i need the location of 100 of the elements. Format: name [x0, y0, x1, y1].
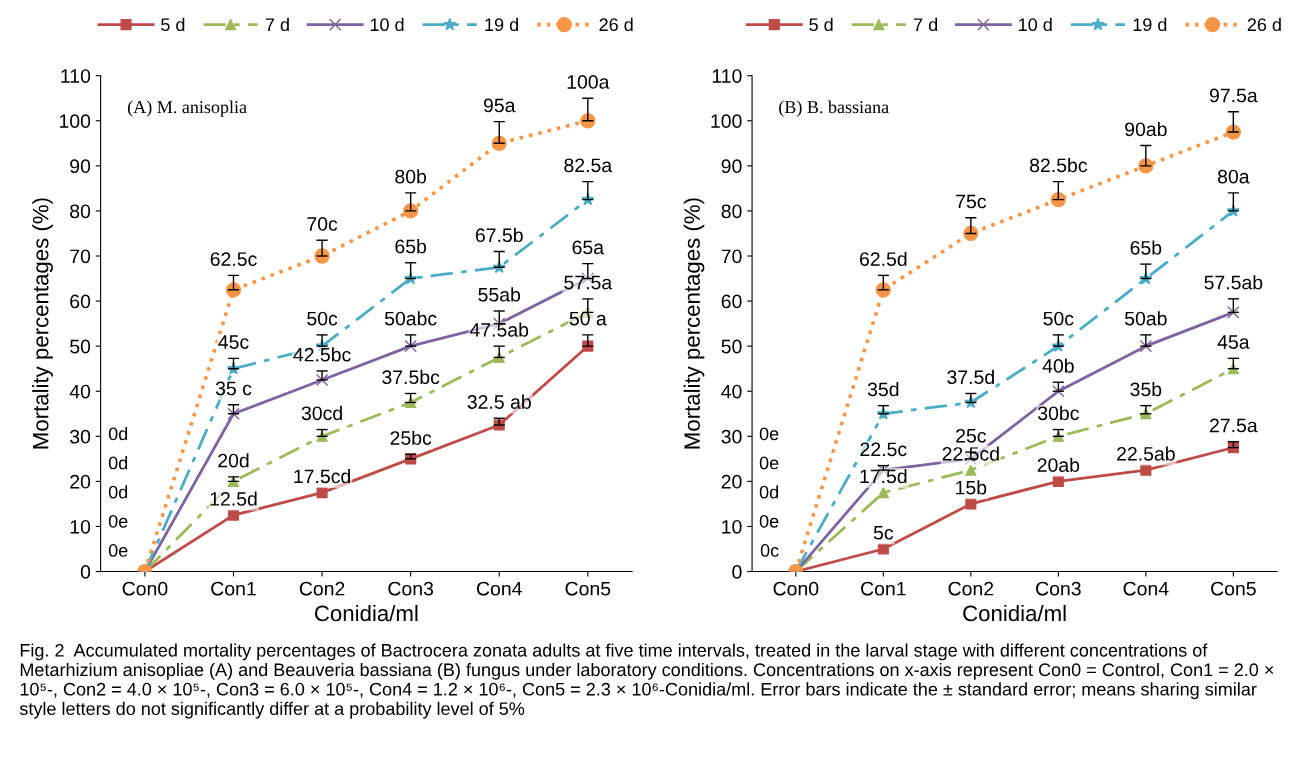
y-tick-label: 20 [721, 474, 742, 489]
annotation: 0e [759, 514, 779, 528]
annotation: 0c [760, 544, 779, 557]
annotation: 0d [759, 485, 778, 499]
data-label: 22.5ab [1117, 446, 1175, 461]
y-tick-label: 60 [721, 294, 742, 309]
data-label: 17.5d [860, 468, 907, 484]
legend-label: 19 d [1133, 17, 1167, 32]
y-tick-label: 0 [80, 565, 91, 579]
legend-label: 26 d [1247, 17, 1281, 32]
data-label: 42.5bc [293, 347, 351, 362]
y-tick-label: 20 [70, 474, 91, 489]
y-tick-label: 50 [721, 339, 742, 354]
data-label: 45a [1217, 335, 1250, 349]
y-tick-label: 40 [69, 384, 91, 399]
data-label: 20d [218, 453, 249, 468]
annotation: 0e [108, 544, 128, 557]
x-tick-label: Con5 [1211, 581, 1256, 596]
y-tick-label: 100 [59, 114, 91, 129]
data-label: 65a [572, 240, 605, 255]
data-label: 62.5d [859, 251, 907, 266]
data-label: 65b [395, 239, 427, 254]
x-tick-label: Con4 [1123, 581, 1169, 596]
y-tick-label: 70 [70, 249, 91, 264]
data-label: 37.5d [947, 369, 994, 385]
legend-label: 7 d [914, 17, 938, 32]
x-tick-label: Con1 [861, 581, 906, 596]
data-label: 57.5ab [1204, 275, 1263, 290]
data-label: 25bc [390, 430, 432, 445]
data-label: 95a [483, 98, 516, 113]
data-label: 70c [307, 217, 338, 231]
data-label: 50ab [1124, 311, 1167, 326]
annotation: 0d [108, 426, 128, 441]
legend-label: 5 d [809, 17, 833, 32]
annotation: 0e [759, 456, 779, 470]
data-label: 40b [1042, 358, 1074, 373]
annotation: (B) B. bassiana [779, 100, 889, 117]
legend-label: 10 d [370, 17, 404, 32]
data-label: 82.5a [564, 158, 613, 173]
y-tick-label: 110 [61, 69, 91, 83]
data-label: 35b [1130, 381, 1162, 397]
y-tick-label: 10 [70, 519, 91, 534]
x-tick-label: Con4 [476, 581, 522, 596]
data-label: 90ab [1125, 121, 1167, 137]
x-tick-label: Con2 [948, 581, 994, 596]
data-label: 20ab [1037, 457, 1080, 472]
data-label: 80a [1217, 169, 1250, 184]
data-label: 25c [956, 428, 986, 443]
data-label: 97.5a [1209, 88, 1258, 103]
data-label: 82.5bc [1029, 157, 1088, 173]
y-tick-label: 110 [712, 69, 742, 83]
y-tick-label: 90 [70, 159, 91, 174]
legend-label: 26 d [599, 17, 633, 32]
data-label: 47.5ab [469, 322, 529, 337]
x-tick-label: Con0 [122, 581, 168, 596]
x-tick-label: Con0 [773, 581, 819, 596]
legend-label: 7 d [265, 17, 289, 32]
data-label: 12.5d [210, 491, 257, 506]
data-label: 57.5a [564, 275, 613, 290]
annotation: 0d [108, 485, 128, 499]
y-tick-label: 40 [721, 384, 742, 399]
data-label: 45c [218, 335, 249, 349]
data-label: 35 c [215, 381, 252, 396]
data-label: 50abc [384, 311, 437, 326]
data-label: 62.5c [210, 252, 257, 266]
x-axis-title: Conidia/ml [963, 604, 1066, 622]
data-label: 32.5 ab [467, 394, 531, 409]
x-axis-title: Conidia/ml [315, 604, 418, 622]
y-tick-label: 50 [70, 339, 91, 354]
x-tick-label: Con5 [565, 581, 611, 596]
y-axis-title: Mortality percentages (%) [32, 198, 53, 449]
annotation: 0e [108, 514, 128, 528]
data-label: 30cd [301, 405, 342, 421]
y-tick-label: 80 [721, 204, 742, 219]
legend-label: 10 d [1019, 17, 1052, 32]
y-tick-label: 60 [70, 294, 91, 309]
annotation: 0e [759, 427, 779, 441]
annotation: 0d [108, 456, 128, 470]
y-axis-title: Mortality percentages (%) [683, 198, 705, 449]
data-label: 37.5bc [382, 369, 440, 385]
legend-label: 19 d [485, 17, 519, 32]
data-label: 100a [567, 75, 610, 89]
data-label: 27.5a [1210, 418, 1258, 433]
x-tick-label: Con3 [388, 581, 434, 596]
y-tick-label: 100 [711, 114, 742, 129]
data-label: 5c [873, 526, 894, 540]
data-label: 50 a [569, 311, 607, 326]
y-tick-label: 10 [722, 519, 742, 534]
x-tick-label: Con1 [211, 581, 256, 596]
data-label: 65b [1130, 240, 1162, 255]
y-tick-label: 90 [721, 159, 742, 174]
data-label: 22.5cd [942, 446, 999, 461]
data-label: 17.5cd [294, 468, 351, 484]
data-label: 30bc [1038, 405, 1079, 421]
y-tick-label: 80 [70, 204, 91, 219]
y-tick-label: 70 [721, 249, 742, 264]
caption: Fig. 2 Accumulated mortality percentages of Bactrocera zonata adults at five time intervals, treated in the larval stage with different concentrations of Metarhizium anisopliae (A) and Beauveria bassiana (B) fungus under laboratory conditions. Concentrations on x-axis represent Con0 = Control, Con1 = 2.0 × 10⁵-, Con2 = 4.0 × 10⁵-, Con3 = 6.0 × 10⁵-, Con4 = 1.2 × 10⁶-, Con5 = 2.3 × 10⁶-Conidia/ml. Error bars indicate the ± standard error; means sharing similar style letters do not significantly differ at a probability level of 5% [19, 643, 1274, 719]
data-label: 67.5b [475, 227, 523, 243]
data-label: 80b [395, 169, 427, 184]
data-label: 55ab [478, 287, 521, 302]
